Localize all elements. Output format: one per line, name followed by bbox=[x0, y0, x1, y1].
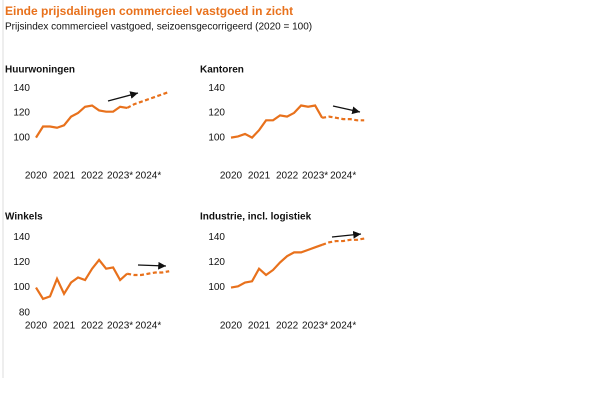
x-tick-label: 2024* bbox=[330, 171, 356, 182]
x-tick-label: 2020 bbox=[25, 321, 48, 332]
y-tick-label: 120 bbox=[13, 257, 30, 268]
trend-arrow bbox=[137, 261, 167, 270]
y-tick-label: 140 bbox=[13, 83, 30, 94]
series-line bbox=[126, 270, 170, 277]
x-tick-label: 2024* bbox=[135, 171, 161, 182]
y-tick-label: 100 bbox=[13, 132, 30, 143]
panel-title: Huurwoningen bbox=[5, 65, 75, 76]
series-line bbox=[321, 115, 365, 122]
y-tick-label: 120 bbox=[13, 108, 30, 119]
panel-title: Winkels bbox=[5, 212, 43, 223]
panel-title: Industrie, incl. logistiek bbox=[200, 212, 312, 223]
x-tick-label: 2022 bbox=[81, 321, 104, 332]
y-tick-label: 100 bbox=[13, 282, 30, 293]
x-tick-label: 2020 bbox=[25, 171, 48, 182]
x-tick-label: 2020 bbox=[220, 171, 243, 182]
series-line bbox=[230, 104, 324, 140]
series-line bbox=[35, 258, 128, 301]
page-title: Einde prijsdalingen commercieel vastgoed… bbox=[5, 4, 293, 18]
series-line bbox=[126, 90, 170, 109]
trend-arrow bbox=[107, 91, 139, 102]
series-line bbox=[321, 237, 365, 246]
series-line bbox=[35, 104, 128, 139]
x-tick-label: 2021 bbox=[53, 321, 76, 332]
x-tick-label: 2023* bbox=[302, 171, 328, 182]
y-tick-label: 100 bbox=[208, 132, 225, 143]
panel-title: Kantoren bbox=[200, 65, 244, 76]
x-tick-label: 2021 bbox=[248, 171, 271, 182]
x-tick-label: 2022 bbox=[81, 171, 104, 182]
y-tick-label: 80 bbox=[19, 307, 31, 318]
trend-arrow bbox=[331, 230, 362, 239]
trend-arrow bbox=[332, 105, 361, 115]
x-tick-label: 2021 bbox=[53, 171, 76, 182]
x-tick-label: 2024* bbox=[135, 321, 161, 332]
page-subtitle: Prijsindex commercieel vastgoed, seizoen… bbox=[5, 22, 312, 33]
x-tick-label: 2023* bbox=[302, 321, 328, 332]
x-tick-label: 2022 bbox=[276, 171, 299, 182]
y-tick-label: 140 bbox=[208, 232, 225, 243]
y-tick-label: 120 bbox=[208, 108, 225, 119]
x-tick-label: 2022 bbox=[276, 321, 299, 332]
x-tick-label: 2021 bbox=[248, 321, 271, 332]
x-tick-label: 2024* bbox=[330, 321, 356, 332]
y-tick-label: 140 bbox=[208, 83, 225, 94]
y-tick-label: 140 bbox=[13, 232, 30, 243]
x-tick-label: 2023* bbox=[107, 171, 133, 182]
y-tick-label: 120 bbox=[208, 257, 225, 268]
y-tick-label: 100 bbox=[208, 282, 225, 293]
x-tick-label: 2023* bbox=[107, 321, 133, 332]
series-line bbox=[230, 243, 323, 289]
x-tick-label: 2020 bbox=[220, 321, 243, 332]
